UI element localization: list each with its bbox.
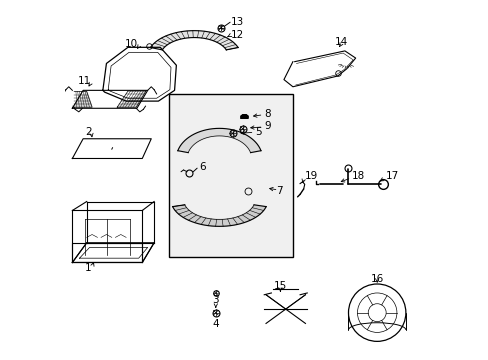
Polygon shape xyxy=(241,115,247,118)
Polygon shape xyxy=(117,91,145,107)
Text: 9: 9 xyxy=(264,121,270,131)
Text: 12: 12 xyxy=(230,30,244,40)
Text: 14: 14 xyxy=(334,37,347,47)
Text: 5: 5 xyxy=(255,127,262,136)
Text: 16: 16 xyxy=(370,274,383,284)
Text: 10: 10 xyxy=(125,39,138,49)
Polygon shape xyxy=(172,205,265,226)
Polygon shape xyxy=(178,129,261,153)
Text: 19: 19 xyxy=(304,171,317,181)
Text: 11: 11 xyxy=(78,76,91,86)
Polygon shape xyxy=(150,31,238,50)
Text: 13: 13 xyxy=(230,17,244,27)
Bar xyxy=(169,94,292,257)
Text: 4: 4 xyxy=(212,319,219,329)
Text: 3: 3 xyxy=(212,295,219,305)
Text: 18: 18 xyxy=(351,171,365,181)
Text: 17: 17 xyxy=(386,171,399,181)
Text: 6: 6 xyxy=(199,162,206,172)
Polygon shape xyxy=(74,91,92,107)
Text: 15: 15 xyxy=(273,281,286,291)
Text: 2: 2 xyxy=(85,127,92,136)
Text: 8: 8 xyxy=(264,109,270,119)
Text: 7: 7 xyxy=(276,186,283,196)
Text: 1: 1 xyxy=(85,263,92,273)
